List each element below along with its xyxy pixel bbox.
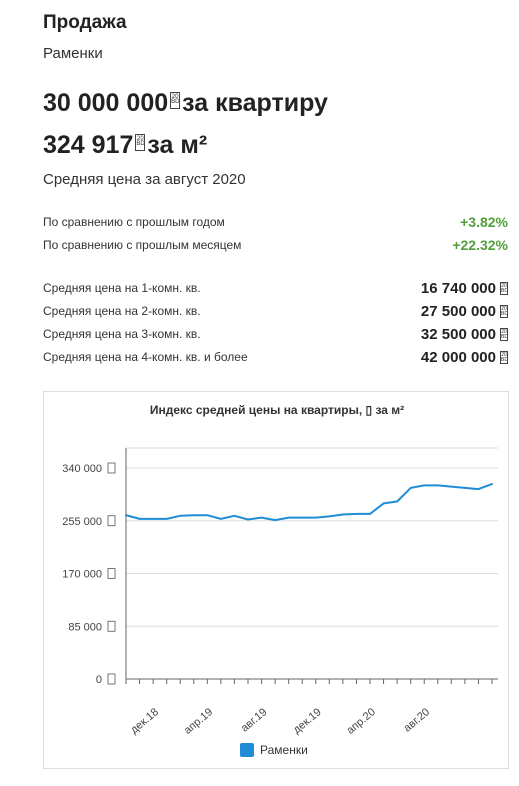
room-price-label: Средняя цена на 1-комн. кв.: [43, 281, 201, 295]
currency-glyph-icon: 20 BD: [500, 305, 508, 318]
currency-glyph-icon: 20 BD: [500, 351, 508, 364]
legend-swatch-icon: [240, 743, 254, 757]
room-price-value: 42 000 000 20 BD: [421, 349, 508, 366]
total-price: 30 000 000 20 BD за квартиру: [43, 89, 328, 118]
room-price-value: 32 500 000 20 BD: [421, 326, 508, 343]
room-price-amount: 16 740 000: [420, 279, 496, 297]
series-line-ramenki: [125, 483, 493, 522]
currency-glyph-icon: [107, 673, 116, 685]
chart-legend[interactable]: Раменки: [240, 743, 308, 757]
currency-glyph-icon: [107, 620, 116, 632]
room-price-row-4: Средняя цена на 4-комн. кв. и более 42 0…: [43, 347, 508, 367]
y-tick-label: 85 000: [68, 621, 102, 633]
comparison-value: +3.82%: [460, 214, 508, 230]
x-tick-label: авг.20: [402, 706, 433, 734]
currency-glyph-icon: 20 BD: [170, 92, 181, 109]
comparison-label: По сравнению с прошлым годом: [43, 215, 225, 229]
comparison-label: По сравнению с прошлым месяцем: [43, 238, 242, 252]
page-title: Продажа: [43, 12, 127, 33]
currency-glyph-icon: [107, 515, 116, 527]
chart-canvas: Индекс средней цены на квартиры, ▯ за м²…: [62, 403, 498, 737]
chart-title: Индекс средней цены на квартиры, ▯ за м²: [150, 403, 404, 417]
x-tick-label: дек.19: [291, 706, 324, 736]
room-price-amount: 32 500 000: [420, 325, 496, 343]
currency-glyph-icon: [107, 568, 116, 579]
y-tick-label: 0: [96, 674, 102, 686]
room-price-label: Средняя цена на 3-комн. кв.: [43, 327, 201, 341]
comparison-row-year: По сравнению с прошлым годом +3.82%: [43, 212, 508, 232]
price-index-chart: Индекс средней цены на квартиры, ▯ за м²…: [43, 391, 509, 769]
chart-title-prefix: Индекс средней цены на квартиры,: [150, 403, 366, 417]
room-price-row-2: Средняя цена на 2-комн. кв. 27 500 000 20…: [43, 301, 508, 321]
room-price-row-3: Средняя цена на 3-комн. кв. 32 500 000 20…: [43, 324, 508, 344]
room-price-amount: 42 000 000: [420, 348, 496, 366]
room-price-value: 27 500 000 20 BD: [421, 303, 508, 320]
room-price-label: Средняя цена на 2-комн. кв.: [43, 304, 201, 318]
currency-glyph-icon: [107, 462, 116, 474]
currency-glyph-icon: 20 BD: [500, 328, 508, 341]
x-tick-label: апр.19: [182, 706, 215, 737]
comparison-value: +22.32%: [452, 237, 508, 253]
y-tick-label: 255 000: [62, 516, 102, 528]
chart-title-suffix: за м²: [375, 403, 404, 417]
price-per-sqm-value: 324 917: [43, 131, 134, 159]
comparison-row-month: По сравнению с прошлым месяцем +22.32%: [43, 235, 508, 255]
currency-glyph-icon: 20 BD: [135, 134, 146, 151]
x-tick-label: авг.19: [239, 706, 270, 734]
price-per-sqm: 324 917 20 BD за м²: [43, 131, 207, 160]
currency-glyph-icon: 20 BD: [500, 282, 508, 295]
legend-label: Раменки: [260, 743, 308, 757]
x-tick-label: апр.20: [345, 706, 378, 737]
room-price-value: 16 740 000 20 BD: [421, 280, 508, 297]
x-tick-label: дек.18: [128, 706, 161, 736]
room-price-label: Средняя цена на 4-комн. кв. и более: [43, 350, 248, 364]
price-per-sqm-suffix: за м²: [147, 131, 208, 159]
currency-glyph-icon: ▯: [366, 403, 376, 417]
room-price-amount: 27 500 000: [420, 302, 496, 320]
district-name: Раменки: [43, 45, 103, 62]
total-price-value: 30 000 000: [43, 89, 169, 117]
y-tick-label: 340 000: [62, 463, 102, 475]
y-tick-label: 170 000: [62, 569, 102, 581]
room-price-row-1: Средняя цена на 1-комн. кв. 16 740 000 20…: [43, 278, 508, 298]
average-period-label: Средняя цена за август 2020: [43, 171, 246, 188]
total-price-suffix: за квартиру: [182, 89, 328, 117]
